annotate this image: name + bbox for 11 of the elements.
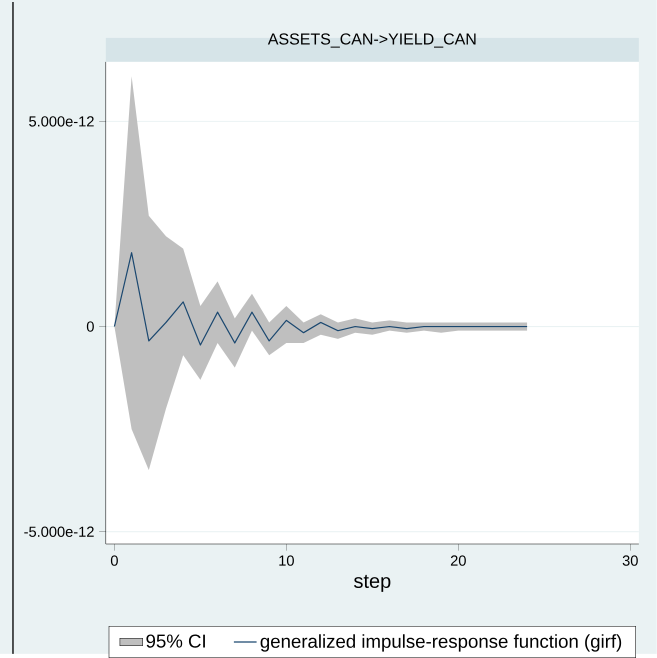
y-tick-label: -5.000e-12 bbox=[24, 526, 94, 537]
y-tick-label: 5.000e-12 bbox=[29, 116, 94, 127]
y-tick-label: 0 bbox=[86, 321, 94, 332]
x-axis-title: step bbox=[354, 574, 390, 592]
chart-title: ASSETS_CAN->YIELD_CAN bbox=[268, 33, 476, 48]
legend-label: 95% CI bbox=[146, 634, 205, 648]
legend-label: generalized impulse-response function (girf) bbox=[260, 634, 622, 652]
x-tick-label: 30 bbox=[622, 555, 638, 566]
x-tick-label: 10 bbox=[279, 555, 294, 566]
x-tick-label: 20 bbox=[450, 555, 466, 566]
x-tick-label: 0 bbox=[110, 555, 118, 566]
